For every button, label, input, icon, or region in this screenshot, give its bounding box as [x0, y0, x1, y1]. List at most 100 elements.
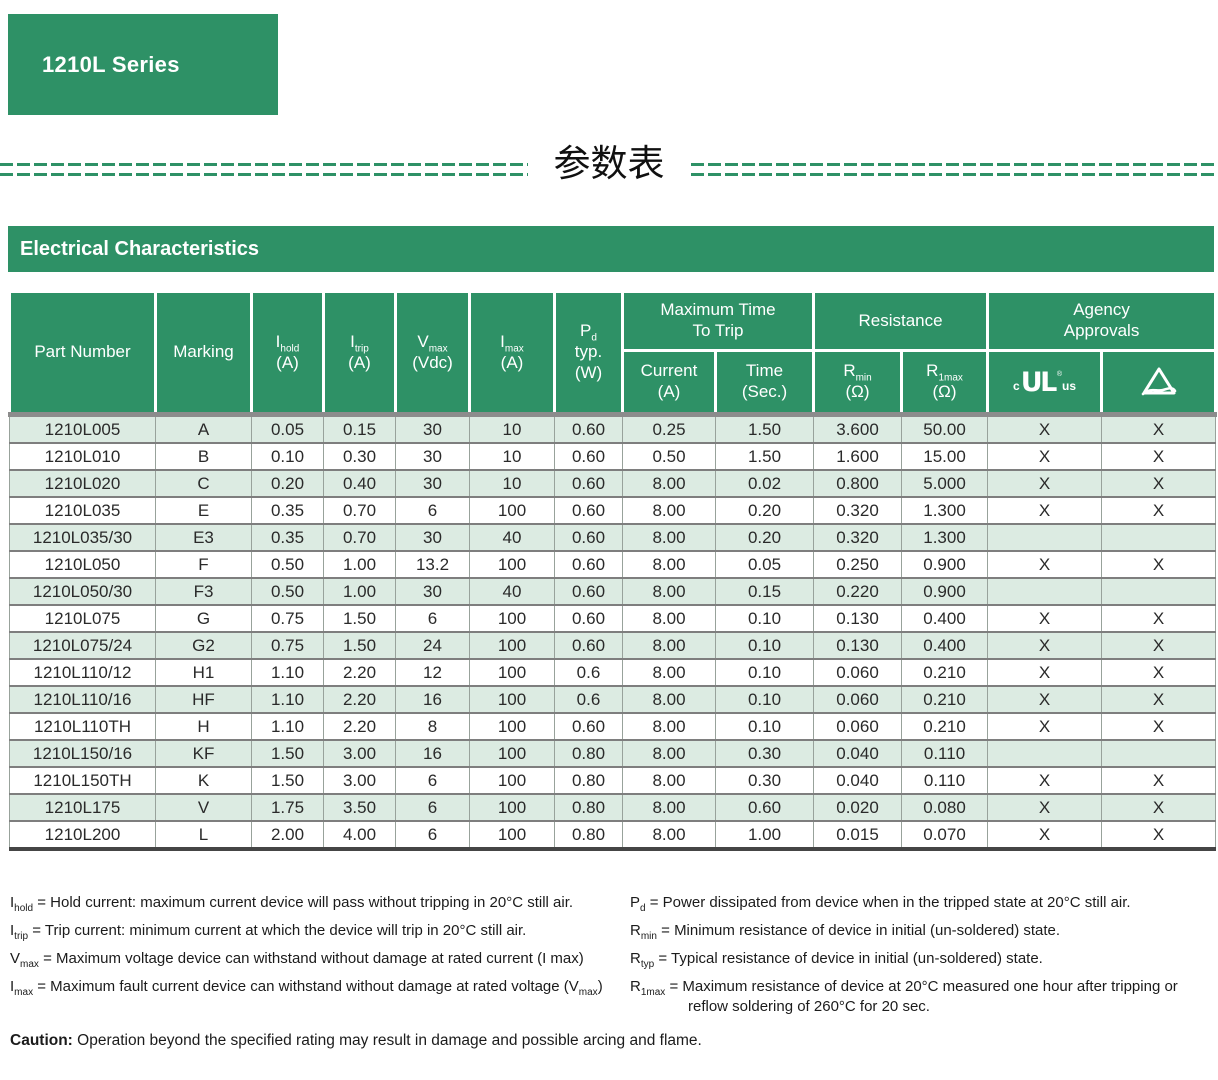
cell-marking: C — [155, 469, 252, 498]
cell-marking: H — [155, 712, 252, 741]
cell-triangle-approval: X — [1101, 658, 1217, 687]
cell-i-hold: 0.05 — [251, 412, 324, 444]
cell-r-min: 0.220 — [813, 577, 903, 606]
cell-trip-time: 0.02 — [714, 469, 815, 498]
cell-part-number: 1210L110TH — [9, 712, 156, 741]
cell-r-1max: 0.080 — [901, 793, 989, 822]
cell-i-trip: 0.70 — [323, 496, 396, 525]
cell-v-max: 30 — [395, 523, 470, 552]
cell-triangle-approval: X — [1101, 604, 1217, 633]
cell-r-1max: 0.070 — [901, 820, 989, 851]
cell-p-d: 0.60 — [554, 577, 623, 606]
cell-r-min: 0.060 — [813, 685, 903, 714]
table-row: 1210L110/12 H1 1.10 2.20 12 100 0.6 8.00 0.10 0.0… — [9, 658, 1217, 687]
cell-trip-time: 0.30 — [714, 766, 815, 795]
table-row: 1210L075/24 G2 0.75 1.50 24 100 0.60 8.00 0.10 0.… — [9, 631, 1217, 660]
cell-ul-approval: X — [987, 469, 1103, 498]
cell-i-hold: 1.10 — [251, 685, 324, 714]
cell-r-1max: 0.210 — [901, 658, 989, 687]
cell-r-1max: 0.400 — [901, 604, 989, 633]
cell-marking: B — [155, 442, 252, 471]
cell-marking: F3 — [155, 577, 252, 606]
series-badge: 1210L Series — [8, 14, 278, 115]
cell-i-trip: 4.00 — [323, 820, 396, 851]
cell-ul-approval — [987, 523, 1103, 552]
cell-marking: H1 — [155, 658, 252, 687]
cell-trip-current: 8.00 — [622, 631, 716, 660]
cell-triangle-approval: X — [1101, 685, 1217, 714]
footnote: Rtyp = Typical resistance of device in i… — [630, 950, 1043, 970]
cell-ul-approval: X — [987, 766, 1103, 795]
cell-trip-time: 0.10 — [714, 685, 815, 714]
cell-i-hold: 1.10 — [251, 712, 324, 741]
cell-i-hold: 0.50 — [251, 550, 324, 579]
cell-i-hold: 1.50 — [251, 766, 324, 795]
cell-i-max: 100 — [469, 685, 555, 714]
cell-r-min: 0.130 — [813, 631, 903, 660]
header-v-max: Vmax (Vdc) — [394, 290, 471, 416]
cell-marking: E3 — [155, 523, 252, 552]
cell-triangle-approval — [1101, 739, 1217, 768]
footnote: Pd = Power dissipated from device when i… — [630, 894, 1131, 914]
header-trip-current: Current (A) — [621, 349, 717, 416]
cell-marking: F — [155, 550, 252, 579]
section-banner-label: Electrical Characteristics — [20, 237, 260, 260]
cell-i-max: 40 — [469, 523, 555, 552]
cell-trip-time: 0.10 — [714, 658, 815, 687]
table-row: 1210L050/30 F3 0.50 1.00 30 40 0.60 8.00 0.15 0.2… — [9, 577, 1217, 606]
cell-r-min: 3.600 — [813, 412, 903, 444]
cell-part-number: 1210L035 — [9, 496, 156, 525]
header-marking: Marking — [154, 290, 253, 416]
cell-ul-approval: X — [987, 550, 1103, 579]
cell-i-hold: 2.00 — [251, 820, 324, 851]
cell-trip-current: 8.00 — [622, 577, 716, 606]
cell-trip-time: 0.10 — [714, 604, 815, 633]
cell-r-1max: 0.110 — [901, 766, 989, 795]
footnote: Vmax = Maximum voltage device can withst… — [10, 950, 584, 970]
cell-r-min: 0.060 — [813, 658, 903, 687]
cell-r-min: 0.250 — [813, 550, 903, 579]
cell-trip-time: 0.10 — [714, 712, 815, 741]
table-row: 1210L150/16 KF 1.50 3.00 16 100 0.80 8.00 0.30 0.… — [9, 739, 1217, 768]
cell-triangle-approval: X — [1101, 820, 1217, 851]
cell-i-trip: 1.50 — [323, 631, 396, 660]
cell-p-d: 0.60 — [554, 712, 623, 741]
cell-triangle-approval: X — [1101, 631, 1217, 660]
footnote: R1max = Maximum resistance of device at … — [630, 978, 1178, 1015]
cell-p-d: 0.60 — [554, 631, 623, 660]
cell-p-d: 0.60 — [554, 442, 623, 471]
table-row: 1210L010 B 0.10 0.30 30 10 0.60 0.50 1.50 1.600 15… — [9, 442, 1217, 471]
cell-i-trip: 3.50 — [323, 793, 396, 822]
cell-v-max: 30 — [395, 412, 470, 444]
footnote: Itrip = Trip current: minimum current at… — [10, 922, 527, 942]
cell-trip-time: 0.05 — [714, 550, 815, 579]
cell-trip-current: 8.00 — [622, 469, 716, 498]
cell-ul-approval: X — [987, 712, 1103, 741]
cell-p-d: 0.80 — [554, 793, 623, 822]
table-row: 1210L075 G 0.75 1.50 6 100 0.60 8.00 0.10 0.130 0.… — [9, 604, 1217, 633]
cell-p-d: 0.60 — [554, 496, 623, 525]
cell-i-trip: 1.50 — [323, 604, 396, 633]
table-row: 1210L005 A 0.05 0.15 30 10 0.60 0.25 1.50 3.600 50… — [9, 412, 1217, 444]
cell-i-trip: 1.00 — [323, 577, 396, 606]
cell-ul-approval: X — [987, 685, 1103, 714]
cell-r-1max: 0.110 — [901, 739, 989, 768]
cell-trip-current: 0.50 — [622, 442, 716, 471]
cell-part-number: 1210L020 — [9, 469, 156, 498]
cell-i-max: 100 — [469, 820, 555, 851]
cell-p-d: 0.60 — [554, 550, 623, 579]
cell-p-d: 0.6 — [554, 685, 623, 714]
table-row: 1210L035 E 0.35 0.70 6 100 0.60 8.00 0.20 0.320 1.… — [9, 496, 1217, 525]
cell-trip-current: 8.00 — [622, 550, 716, 579]
footnotes-right-column: Pd = Power dissipated from device when i… — [630, 893, 1214, 1025]
cell-trip-time: 1.50 — [714, 412, 815, 444]
cul-us-logo: c UL ® us — [1013, 366, 1077, 398]
dashed-rule-left — [0, 162, 528, 176]
cell-trip-time: 1.00 — [714, 820, 815, 851]
cell-trip-current: 8.00 — [622, 496, 716, 525]
cell-r-min: 0.320 — [813, 523, 903, 552]
table-row: 1210L050 F 0.50 1.00 13.2 100 0.60 8.00 0.05 0.25… — [9, 550, 1217, 579]
cell-v-max: 16 — [395, 685, 470, 714]
cell-v-max: 8 — [395, 712, 470, 741]
cell-r-1max: 15.00 — [901, 442, 989, 471]
